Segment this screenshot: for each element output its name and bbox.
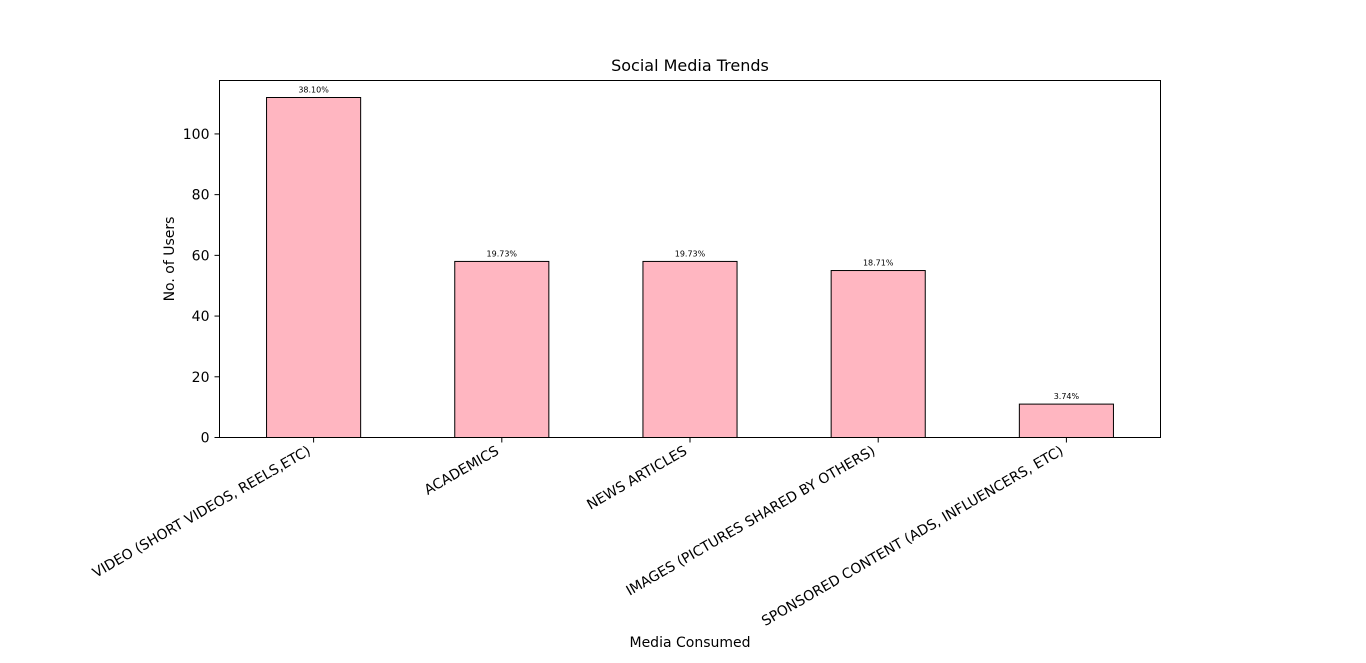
x-axis-label: Media Consumed	[629, 635, 750, 651]
x-tick-label: VIDEO (SHORT VIDEOS, REELS,ETC)	[90, 443, 314, 581]
bar	[830, 270, 926, 438]
bar	[1018, 403, 1114, 439]
x-tick-label: ACADEMICS	[422, 443, 502, 499]
y-tick-label: 20	[192, 370, 210, 386]
bar	[454, 260, 550, 438]
y-axis-label: No. of Users	[162, 217, 178, 302]
plot-frame	[219, 80, 1161, 438]
chart-title: Social Media Trends	[611, 56, 769, 75]
y-tick-label: 60	[192, 248, 210, 264]
y-tick-label: 80	[192, 188, 210, 204]
x-axis: VIDEO (SHORT VIDEOS, REELS,ETC) ACADEMICS…	[90, 437, 1067, 630]
x-tick-label: SPONSORED CONTENT (ADS, INFLUENCERS, ETC…	[759, 443, 1066, 630]
bar-value-label: 18.71%	[863, 259, 894, 268]
bar-value-label: 19.73%	[487, 249, 518, 258]
bars-group: 38.10% 19.73% 19.73% 18.71% 3.74%	[266, 86, 1114, 439]
bar	[642, 260, 738, 438]
y-tick-label: 40	[192, 309, 210, 325]
y-axis: 0 20 40 60 80 100	[183, 127, 220, 447]
bar-value-label: 19.73%	[675, 249, 706, 258]
x-tick-label: NEWS ARTICLES	[584, 443, 690, 513]
bar-value-label: 38.10%	[298, 86, 329, 95]
y-tick-label: 100	[183, 127, 210, 143]
bar	[266, 97, 362, 438]
bar-value-label: 3.74%	[1054, 392, 1080, 401]
y-tick-label: 0	[201, 431, 210, 447]
